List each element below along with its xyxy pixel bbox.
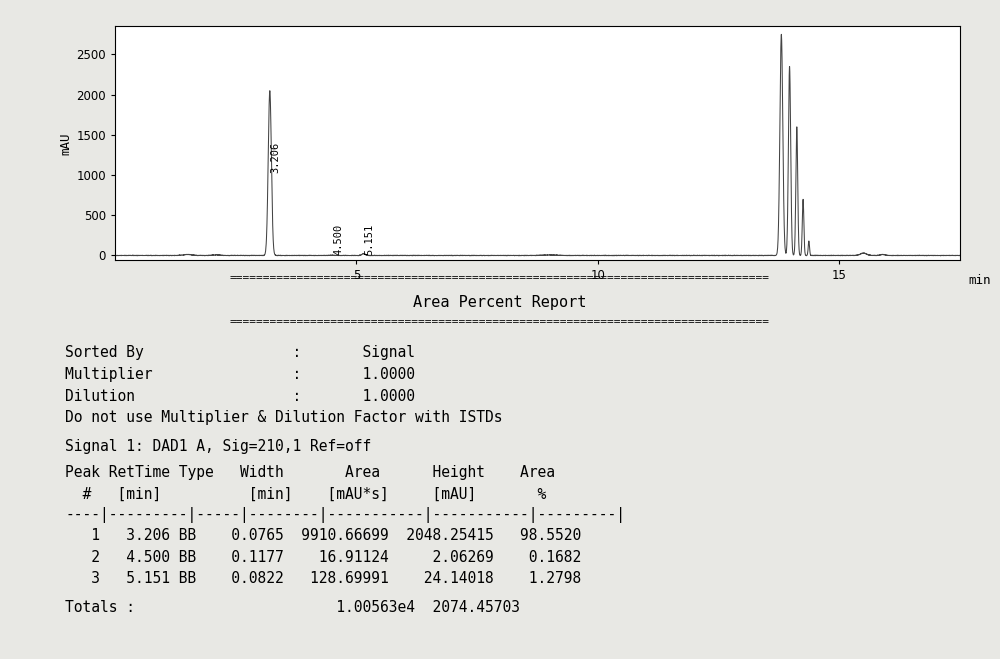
Text: ================================================================================: ========================================… xyxy=(230,273,770,283)
Text: Dilution                  :       1.0000: Dilution : 1.0000 xyxy=(65,389,415,404)
Text: Signal 1: DAD1 A, Sig=210,1 Ref=off: Signal 1: DAD1 A, Sig=210,1 Ref=off xyxy=(65,439,371,454)
Text: 3.206: 3.206 xyxy=(271,142,281,173)
Text: Sorted By                 :       Signal: Sorted By : Signal xyxy=(65,345,415,360)
Text: Totals :                       1.00563e4  2074.45703: Totals : 1.00563e4 2074.45703 xyxy=(65,600,520,615)
Text: Do not use Multiplier & Dilution Factor with ISTDs: Do not use Multiplier & Dilution Factor … xyxy=(65,411,503,426)
Text: min: min xyxy=(968,274,991,287)
Text: 1   3.206 BB    0.0765  9910.66699  2048.25415   98.5520: 1 3.206 BB 0.0765 9910.66699 2048.25415 … xyxy=(65,528,581,543)
Text: #   [min]          [min]    [mAU*s]     [mAU]       %: # [min] [min] [mAU*s] [mAU] % xyxy=(65,486,546,501)
Text: Multiplier                :       1.0000: Multiplier : 1.0000 xyxy=(65,367,415,382)
Text: 2   4.500 BB    0.1177    16.91124     2.06269    0.1682: 2 4.500 BB 0.1177 16.91124 2.06269 0.168… xyxy=(65,550,581,565)
Text: 3   5.151 BB    0.0822   128.69991    24.14018    1.2798: 3 5.151 BB 0.0822 128.69991 24.14018 1.2… xyxy=(65,571,581,587)
Text: 5.151: 5.151 xyxy=(365,223,375,254)
Text: 4.500: 4.500 xyxy=(333,224,343,256)
Text: ----|---------|-----|--------|-----------|-----------|---------|: ----|---------|-----|--------|----------… xyxy=(65,507,625,523)
Text: Area Percent Report: Area Percent Report xyxy=(413,295,587,310)
Y-axis label: mAU: mAU xyxy=(59,132,72,155)
Text: ================================================================================: ========================================… xyxy=(230,317,770,327)
Text: Peak RetTime Type   Width       Area      Height    Area: Peak RetTime Type Width Area Height Area xyxy=(65,465,555,480)
